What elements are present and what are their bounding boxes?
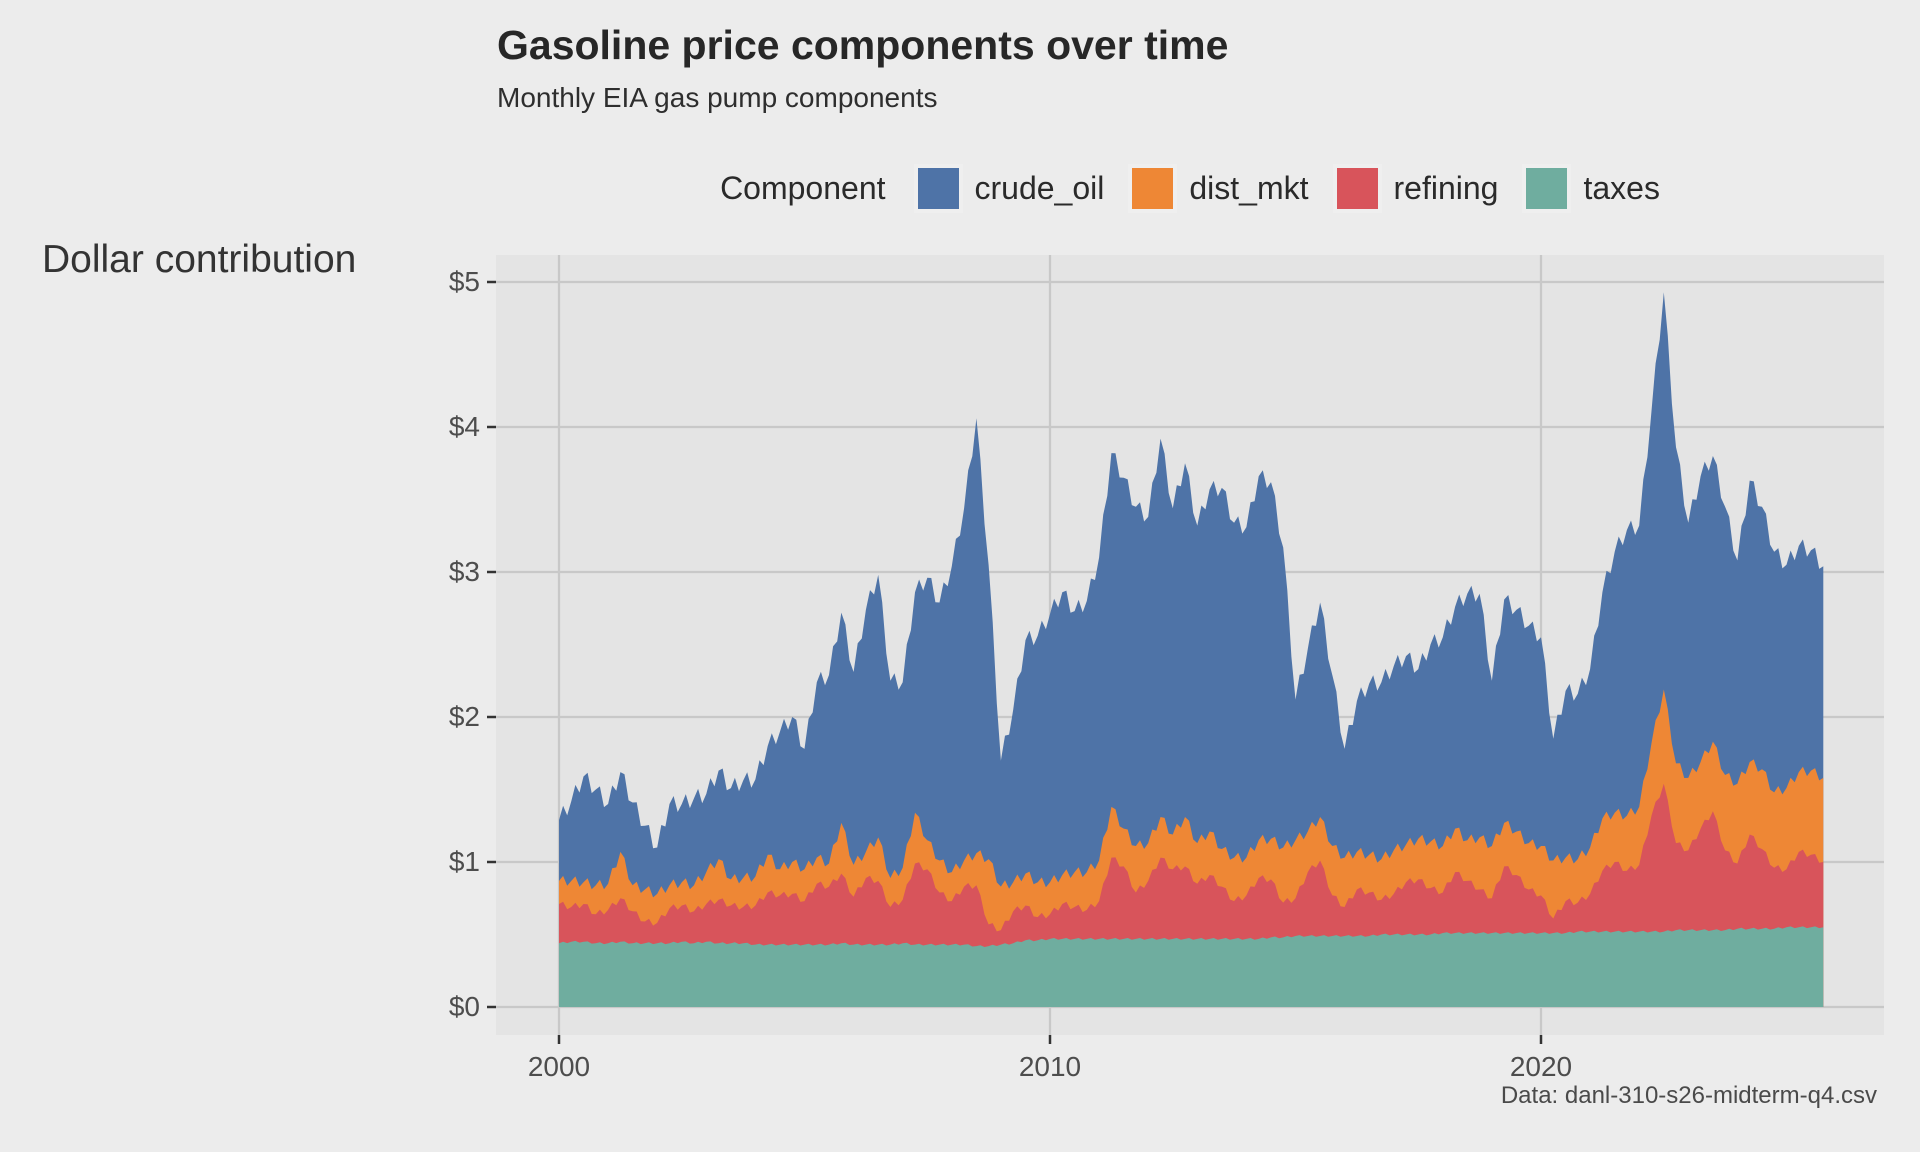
legend-label: crude_oil [974, 169, 1105, 206]
y-axis-title: Dollar contribution [42, 238, 357, 281]
legend-swatch-refining [1332, 163, 1382, 213]
legend-label: taxes [1583, 169, 1660, 206]
legend-label: dist_mkt [1189, 169, 1309, 206]
data-source-caption: Data: danl-310-s26-midterm-q4.csv [1500, 1082, 1877, 1109]
legend-swatch-crude_oil [913, 163, 963, 213]
area-taxes [559, 926, 1824, 1007]
legend-item-dist_mkt: dist_mkt [1128, 163, 1309, 213]
y-tick-label: $4 [448, 411, 480, 442]
legend: Component crude_oil dist_mkt refining taxes [496, 160, 1884, 216]
y-tick-label: $3 [448, 556, 480, 587]
y-tick-label: $5 [448, 266, 480, 297]
x-tick-label: 2010 [1018, 1051, 1082, 1082]
legend-swatch-taxes [1522, 163, 1572, 213]
legend-label: refining [1393, 169, 1499, 206]
x-tick-label: 2020 [1509, 1051, 1573, 1082]
legend-item-crude_oil: crude_oil [913, 163, 1105, 213]
y-tick-label: $1 [448, 846, 480, 877]
y-tick-label: $0 [448, 991, 480, 1022]
legend-swatch-dist_mkt [1128, 163, 1178, 213]
page-subtitle: Monthly EIA gas pump components [497, 82, 938, 113]
y-tick-label: $2 [448, 701, 480, 732]
legend-item-refining: refining [1332, 163, 1499, 213]
legend-item-taxes: taxes [1522, 163, 1660, 213]
x-tick-label: 2000 [527, 1051, 591, 1082]
legend-title: Component [720, 169, 886, 206]
page-title: Gasoline price components over time [497, 22, 1229, 68]
